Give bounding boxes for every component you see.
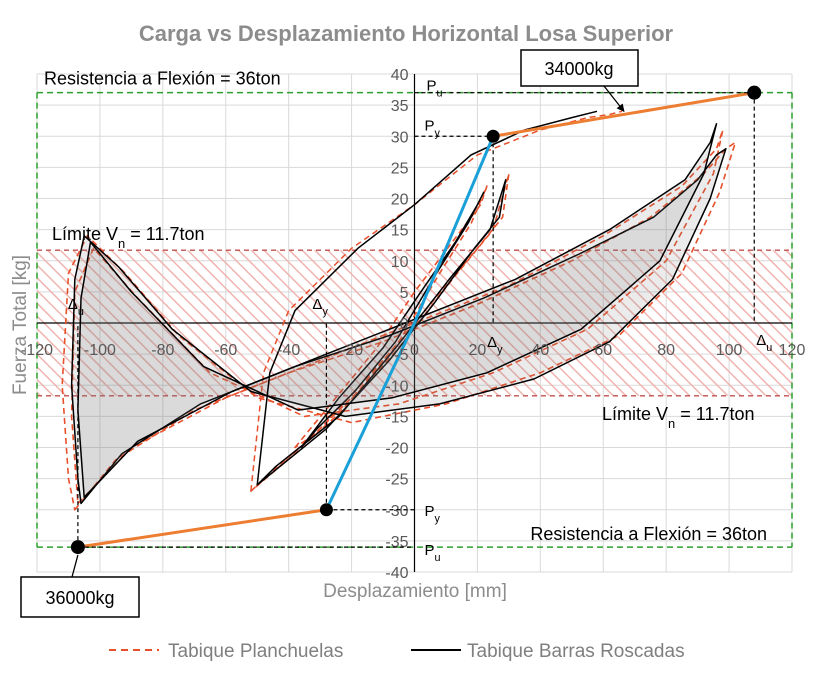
hysteresis-loop <box>70 129 724 505</box>
pu-label-top: Pu <box>427 78 443 100</box>
x-tick-label: -40 <box>277 342 300 359</box>
y-tick-label: 5 <box>400 285 409 302</box>
callout-arrow-positive <box>603 85 625 112</box>
y-tick-label: -10 <box>385 378 408 395</box>
series-planchuelas <box>61 110 737 511</box>
py-label-top: Py <box>425 117 441 139</box>
y-tick-label: -5 <box>394 347 408 364</box>
legend: Tabique Planchuelas Tabique Barras Rosca… <box>109 641 685 662</box>
x-tick-label: 40 <box>531 342 549 359</box>
y-tick-label: 40 <box>391 67 409 84</box>
y-tick-label: -20 <box>385 441 408 458</box>
du-label-right: Δu <box>756 332 772 354</box>
hysteresis-loop <box>70 147 727 505</box>
hysteresis-loop <box>77 123 718 499</box>
y-tick-label: 25 <box>391 160 409 177</box>
callout-label-negative: 36000kg <box>45 588 114 608</box>
y-axis-title: Fuerza Total [kg] <box>10 255 31 395</box>
x-tick-label: 120 <box>779 342 806 359</box>
dy-label-left: Δy <box>312 296 328 318</box>
y-tick-label: -35 <box>385 534 408 551</box>
du-label-left: Δu <box>68 296 84 318</box>
y-tick-label: 30 <box>391 129 409 146</box>
flexion-label-bottom: Resistencia a Flexión = 36ton <box>530 524 767 544</box>
plastic-branch-positive <box>492 91 755 138</box>
x-tick-label: 0 <box>410 342 419 359</box>
backbone-curve <box>256 110 598 485</box>
callout-box-positive <box>520 49 639 87</box>
callout-box-negative <box>20 576 140 618</box>
callout-label-positive: 34000kg <box>544 59 613 79</box>
annotations: Pu Py Δy Δu Δu Δy Py Pu Límite Vn = 11.7ton Límit… <box>20 49 772 618</box>
legend-label-barras: Tabique Barras Roscadas <box>467 641 685 662</box>
x-tick-label: 100 <box>716 342 743 359</box>
x-tick-label: 60 <box>594 342 612 359</box>
y-tick-label: -15 <box>385 409 408 426</box>
chart-title: Carga vs Desplazamiento Horizontal Losa … <box>139 21 674 46</box>
y-tick-label: -40 <box>385 565 408 582</box>
elastic-branch-positive <box>413 135 495 324</box>
bilinear-idealization <box>70 85 762 555</box>
flexion-label-top: Resistencia a Flexión = 36ton <box>44 69 281 89</box>
hysteresis-loop <box>294 185 488 449</box>
x-tick-label: 20 <box>469 342 487 359</box>
y-tick-label: 35 <box>391 98 409 115</box>
hysteresis-loop <box>300 191 485 449</box>
y-tick-label: 15 <box>391 223 409 240</box>
pu-label-bottom: Pu <box>425 542 441 564</box>
elastic-branch-negative <box>325 322 416 511</box>
band-label-top: Límite Vn = 11.7ton <box>52 224 204 251</box>
hysteresis-loop <box>61 141 737 511</box>
y-tick-label: 10 <box>391 254 409 271</box>
x-tick-label: -60 <box>214 342 237 359</box>
x-tick-label: -120 <box>21 342 53 359</box>
dy-label-right: Δy <box>487 334 503 356</box>
y-tick-label: 0 <box>400 316 409 333</box>
backbone-curve <box>250 110 623 492</box>
y-tick-label: 20 <box>391 192 409 209</box>
band-label-bottom: Límite Vn = 11.7ton <box>602 404 754 431</box>
x-tick-label: -20 <box>340 342 363 359</box>
y-tick-label: -30 <box>385 503 408 520</box>
x-tick-label: -100 <box>84 342 116 359</box>
x-tick-label: 80 <box>657 342 675 359</box>
legend-label-planchuelas: Tabique Planchuelas <box>168 641 343 662</box>
plastic-branch-negative <box>77 508 327 549</box>
py-label-bottom: Py <box>425 503 441 525</box>
tick-labels: -120 -100 -80 -60 -40 -20 0 20 40 60 80 100 12040353… <box>21 67 805 582</box>
series-barras-roscadas <box>70 110 727 505</box>
callout-arrow-negative <box>71 554 79 578</box>
x-axis-title: Desplazamiento [mm] <box>323 581 507 602</box>
x-tick-label: -80 <box>151 342 174 359</box>
series-layer <box>61 110 737 511</box>
hysteresis-loop <box>256 179 507 486</box>
y-tick-label: -25 <box>385 472 408 489</box>
